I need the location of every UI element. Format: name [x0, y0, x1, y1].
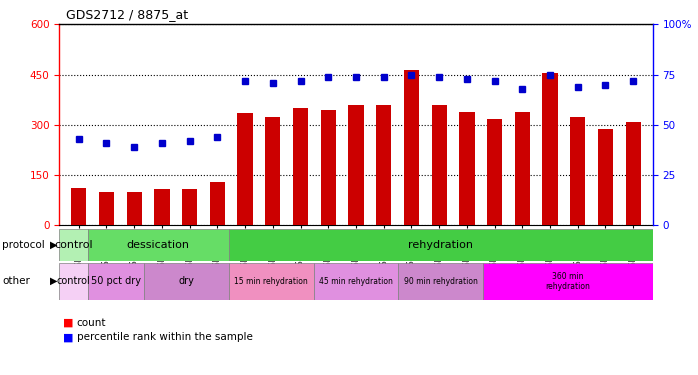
Bar [229, 262, 313, 300]
Bar [459, 112, 475, 225]
Text: 45 min rehydration: 45 min rehydration [319, 277, 393, 286]
Bar [144, 262, 229, 300]
Text: other: other [2, 276, 30, 286]
Text: rehydration: rehydration [408, 240, 473, 250]
Bar [126, 192, 142, 225]
Bar [182, 189, 198, 225]
Text: 50 pct dry: 50 pct dry [91, 276, 141, 286]
Text: ■: ■ [63, 333, 73, 342]
Bar [431, 105, 447, 225]
Bar [570, 117, 586, 225]
Bar [625, 122, 641, 225]
Bar [293, 108, 308, 225]
Text: control: control [54, 240, 93, 250]
Text: ▶: ▶ [50, 276, 58, 286]
Text: 90 min rehydration: 90 min rehydration [404, 277, 477, 286]
Bar [483, 262, 653, 300]
Bar [87, 229, 229, 261]
Bar [87, 262, 144, 300]
Text: percentile rank within the sample: percentile rank within the sample [77, 333, 253, 342]
Text: count: count [77, 318, 106, 327]
Bar [209, 182, 225, 225]
Text: dessication: dessication [127, 240, 190, 250]
Text: protocol: protocol [2, 240, 45, 250]
Bar [598, 129, 613, 225]
Text: dry: dry [179, 276, 195, 286]
Bar [313, 262, 399, 300]
Text: GDS2712 / 8875_at: GDS2712 / 8875_at [66, 8, 188, 21]
Bar [265, 117, 281, 225]
Text: ▶: ▶ [50, 240, 58, 250]
Text: 360 min
rehydration: 360 min rehydration [545, 272, 591, 291]
Bar [59, 262, 87, 300]
Bar [237, 113, 253, 225]
Bar [59, 229, 87, 261]
Bar [229, 229, 653, 261]
Bar [348, 105, 364, 225]
Bar [514, 112, 530, 225]
Bar [154, 189, 170, 225]
Bar [99, 192, 114, 225]
Bar [399, 262, 483, 300]
Text: ■: ■ [63, 318, 73, 327]
Bar [71, 188, 87, 225]
Text: 15 min rehydration: 15 min rehydration [235, 277, 308, 286]
Bar [487, 118, 503, 225]
Bar [404, 69, 419, 225]
Bar [542, 73, 558, 225]
Bar [376, 105, 392, 225]
Text: control: control [57, 276, 90, 286]
Bar [320, 110, 336, 225]
